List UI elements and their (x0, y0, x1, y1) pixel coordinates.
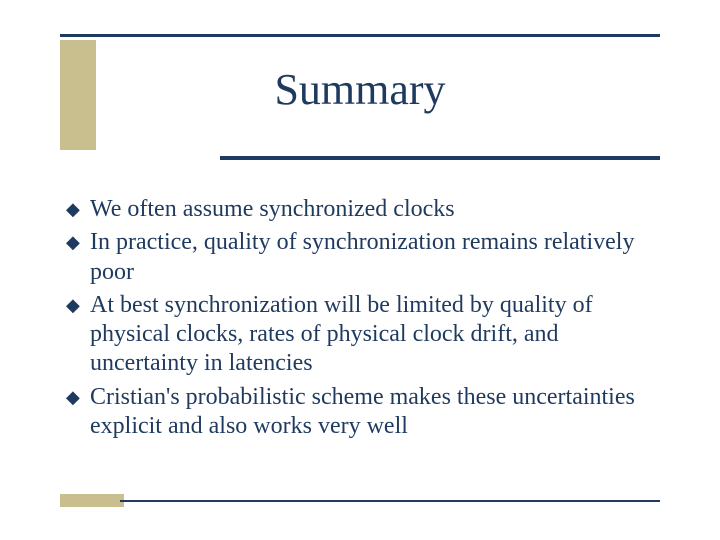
diamond-bullet-icon: ◆ (66, 291, 90, 320)
bullet-text: We often assume synchronized clocks (90, 195, 660, 224)
bullet-text: At best synchronization will be limited … (90, 291, 660, 379)
list-item: ◆ In practice, quality of synchronizatio… (66, 228, 660, 287)
diamond-bullet-icon: ◆ (66, 228, 90, 257)
slide: Summary ◆ We often assume synchronized c… (0, 0, 720, 540)
bottom-rule (120, 500, 660, 502)
bullet-text: Cristian's probabilistic scheme makes th… (90, 383, 660, 442)
list-item: ◆ At best synchronization will be limite… (66, 291, 660, 379)
title-underline (220, 156, 660, 160)
list-item: ◆ Cristian's probabilistic scheme makes … (66, 383, 660, 442)
bullet-text: In practice, quality of synchronization … (90, 228, 660, 287)
bottom-accent-block (60, 494, 124, 507)
top-rule (60, 34, 660, 37)
diamond-bullet-icon: ◆ (66, 383, 90, 412)
body-text: ◆ We often assume synchronized clocks ◆ … (66, 195, 660, 445)
list-item: ◆ We often assume synchronized clocks (66, 195, 660, 224)
slide-title: Summary (0, 64, 720, 115)
diamond-bullet-icon: ◆ (66, 195, 90, 224)
